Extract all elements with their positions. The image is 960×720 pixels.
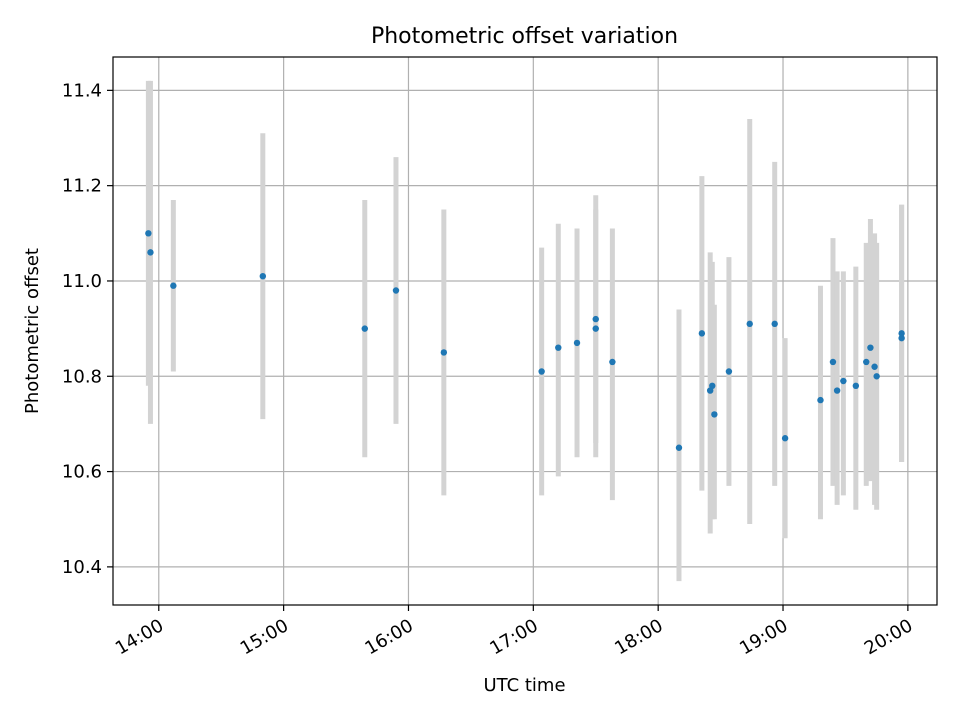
data-point — [746, 320, 753, 328]
data-point — [867, 344, 874, 351]
data-point — [711, 411, 718, 418]
data-point — [147, 249, 154, 256]
plot-frame — [112, 56, 938, 606]
axis-ticks: 14:00 15:00 16:00 17:00 18:00 19:00 20:00 10.4 1… — [62, 80, 916, 659]
x-tick-label: 19:00 — [736, 615, 791, 659]
data-point — [709, 382, 716, 389]
error-bars — [145, 80, 905, 582]
y-tick-label: 11.0 — [62, 271, 102, 292]
data-point — [392, 287, 400, 294]
data-point — [440, 349, 448, 356]
chart-title: Photometric offset variation — [371, 24, 678, 49]
data-point — [781, 435, 789, 442]
x-tick-label: 15:00 — [237, 615, 292, 659]
y-tick-label: 11.4 — [62, 80, 102, 101]
data-point — [698, 330, 706, 337]
data-point — [361, 325, 368, 332]
x-tick-label: 14:00 — [112, 615, 167, 659]
data-points — [145, 230, 905, 451]
y-tick-label: 10.4 — [62, 557, 102, 578]
data-point — [538, 368, 545, 375]
y-tick-label: 11.2 — [62, 176, 102, 197]
data-point — [817, 396, 824, 404]
data-point — [771, 320, 778, 328]
data-point — [871, 363, 878, 370]
data-point — [259, 273, 267, 280]
y-tick-label: 10.8 — [62, 366, 102, 387]
x-axis-label: UTC time — [483, 675, 565, 696]
data-point — [898, 330, 905, 337]
data-point — [609, 358, 616, 366]
data-point — [725, 368, 733, 375]
data-point — [675, 444, 683, 451]
x-tick-label: 20:00 — [861, 615, 916, 659]
data-point — [592, 315, 599, 323]
data-point — [592, 325, 599, 332]
data-point — [829, 358, 837, 366]
data-point — [863, 358, 870, 366]
y-tick-label: 10.6 — [62, 462, 102, 483]
data-point — [573, 339, 581, 347]
data-point — [833, 387, 841, 394]
data-point — [852, 382, 860, 389]
x-tick-label: 17:00 — [486, 615, 541, 659]
data-point — [555, 344, 562, 351]
grid — [113, 57, 937, 605]
x-tick-label: 16:00 — [362, 615, 417, 659]
data-point — [873, 373, 880, 380]
data-point — [898, 334, 905, 342]
x-tick-label: 18:00 — [611, 615, 666, 659]
data-point — [145, 230, 152, 237]
y-axis-label: Photometric offset — [22, 248, 43, 414]
data-point — [840, 377, 847, 385]
data-point — [170, 282, 177, 289]
data-point — [706, 387, 714, 394]
